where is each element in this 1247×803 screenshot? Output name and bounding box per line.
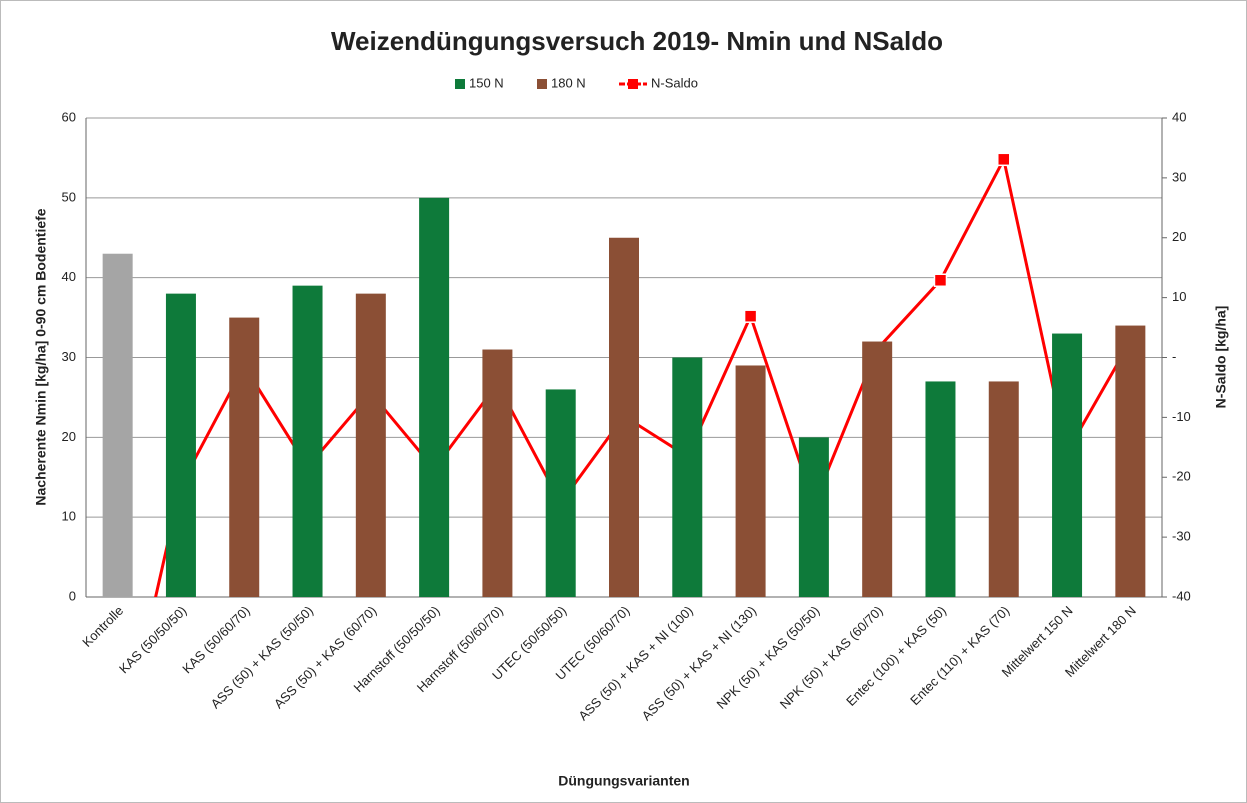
line-marker bbox=[997, 152, 1011, 167]
y2-tick-label: 30 bbox=[1172, 169, 1186, 184]
bar bbox=[925, 381, 956, 597]
x-axis-label: Düngungsvarianten bbox=[558, 773, 689, 789]
y-tick-label: 10 bbox=[62, 509, 76, 524]
y2-tick-label: -30 bbox=[1172, 529, 1191, 544]
y2-tick-label: -20 bbox=[1172, 469, 1191, 484]
line-marker bbox=[933, 273, 948, 288]
bar bbox=[735, 365, 766, 597]
y2-tick-label: 10 bbox=[1172, 289, 1186, 304]
bar bbox=[1052, 333, 1083, 597]
bar bbox=[609, 237, 639, 597]
y-tick-label: 20 bbox=[62, 429, 76, 444]
bar bbox=[672, 357, 703, 597]
y-tick-label: 60 bbox=[62, 109, 76, 124]
y-tick-label: 0 bbox=[69, 588, 76, 603]
y2-tick-label: - bbox=[1172, 349, 1176, 364]
bar bbox=[419, 197, 450, 598]
bar bbox=[292, 285, 323, 597]
y-tick-label: 40 bbox=[62, 269, 76, 284]
bar bbox=[545, 389, 576, 597]
bar bbox=[482, 349, 513, 597]
legend-label: 180 N bbox=[551, 75, 586, 90]
bar bbox=[355, 293, 386, 597]
bar bbox=[862, 341, 893, 597]
legend-swatch bbox=[537, 79, 547, 89]
legend-swatch bbox=[455, 79, 465, 89]
legend-label: N-Saldo bbox=[651, 75, 698, 90]
legend-marker bbox=[628, 79, 638, 89]
chart-title: Weizendüngungsversuch 2019- Nmin und NSa… bbox=[331, 26, 943, 56]
y2-tick-label: 40 bbox=[1172, 109, 1186, 124]
bar bbox=[165, 293, 196, 597]
bar bbox=[102, 253, 133, 597]
bar bbox=[1115, 325, 1146, 597]
y-axis-label: Nacherente Nmin [kg/ha] 0-90 cm Bodentie… bbox=[33, 208, 49, 505]
bar bbox=[229, 317, 260, 597]
bar bbox=[798, 437, 829, 597]
legend-label: 150 N bbox=[469, 75, 504, 90]
y-tick-label: 50 bbox=[62, 189, 76, 204]
y2-axis-label: N-Saldo [kg/ha] bbox=[1213, 306, 1229, 409]
bar bbox=[988, 381, 1019, 597]
line-marker bbox=[743, 309, 758, 323]
y2-tick-label: 20 bbox=[1172, 229, 1186, 244]
y2-tick-label: -10 bbox=[1172, 409, 1191, 424]
y-tick-label: 30 bbox=[62, 349, 76, 364]
y2-tick-label: -40 bbox=[1172, 588, 1191, 603]
